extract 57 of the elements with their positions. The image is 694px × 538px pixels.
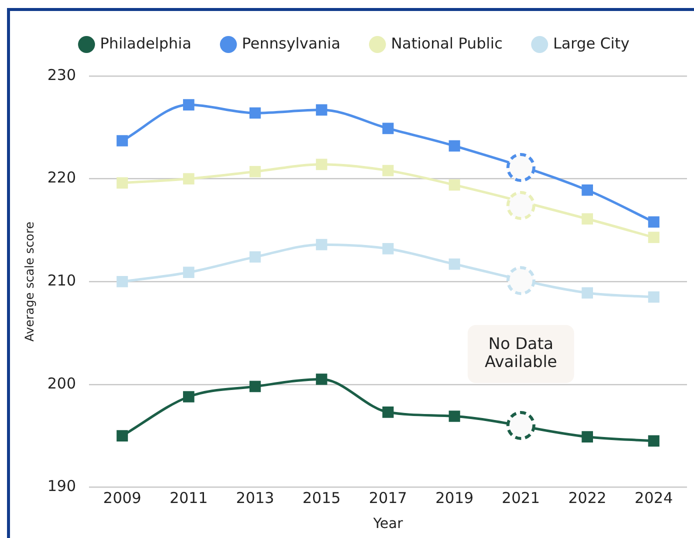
point (582, 431, 593, 442)
point (249, 107, 261, 119)
y-tick-label: 220 (47, 168, 76, 187)
y-tick-label: 190 (47, 477, 76, 496)
legend-label: Pennsylvania (242, 34, 340, 52)
point (316, 104, 328, 116)
point (582, 184, 593, 196)
point (648, 435, 660, 447)
y-axis-title: Average scale score (22, 222, 36, 342)
y-tick-label: 200 (47, 374, 76, 392)
x-tick-label: 2024 (634, 489, 673, 508)
x-tick-label: 2009 (103, 489, 142, 508)
point (116, 177, 128, 189)
legend-label: Large City (553, 34, 630, 52)
point (183, 99, 194, 110)
y-tick-label: 210 (47, 271, 76, 290)
x-tick-label: 2011 (170, 489, 208, 508)
point (183, 391, 194, 402)
legend-label: National Public (390, 34, 503, 52)
point (506, 266, 536, 296)
x-tick-label: 2019 (435, 489, 474, 508)
point (116, 135, 128, 146)
x-tick-label: 2013 (236, 489, 274, 508)
x-tick-label: 2017 (368, 489, 408, 508)
point (183, 266, 194, 278)
point (382, 406, 394, 418)
point (582, 287, 593, 299)
x-tick-label: 2022 (568, 489, 606, 508)
point (506, 152, 536, 182)
point (382, 164, 394, 176)
point (316, 238, 328, 250)
point (448, 140, 460, 152)
point (382, 243, 394, 254)
point (582, 213, 593, 225)
point (648, 291, 660, 303)
point (249, 166, 261, 178)
point (382, 122, 394, 134)
point (648, 216, 660, 228)
annotation: No Data Available (484, 334, 558, 372)
point (448, 179, 460, 191)
point (316, 374, 328, 385)
legend-label: Philadelphia (100, 34, 192, 52)
x-axis-title: Year (372, 516, 404, 532)
x-tick-label: 2015 (302, 489, 341, 508)
y-tick-label: 230 (47, 66, 76, 84)
point (448, 258, 460, 270)
point (648, 232, 660, 244)
x-tick-label: 2021 (502, 489, 540, 508)
point (183, 173, 194, 184)
point (316, 158, 328, 170)
point (448, 410, 460, 422)
point (506, 191, 536, 220)
point (116, 430, 128, 442)
point (506, 411, 536, 440)
point (249, 251, 261, 263)
point (116, 276, 128, 288)
point (249, 380, 261, 392)
